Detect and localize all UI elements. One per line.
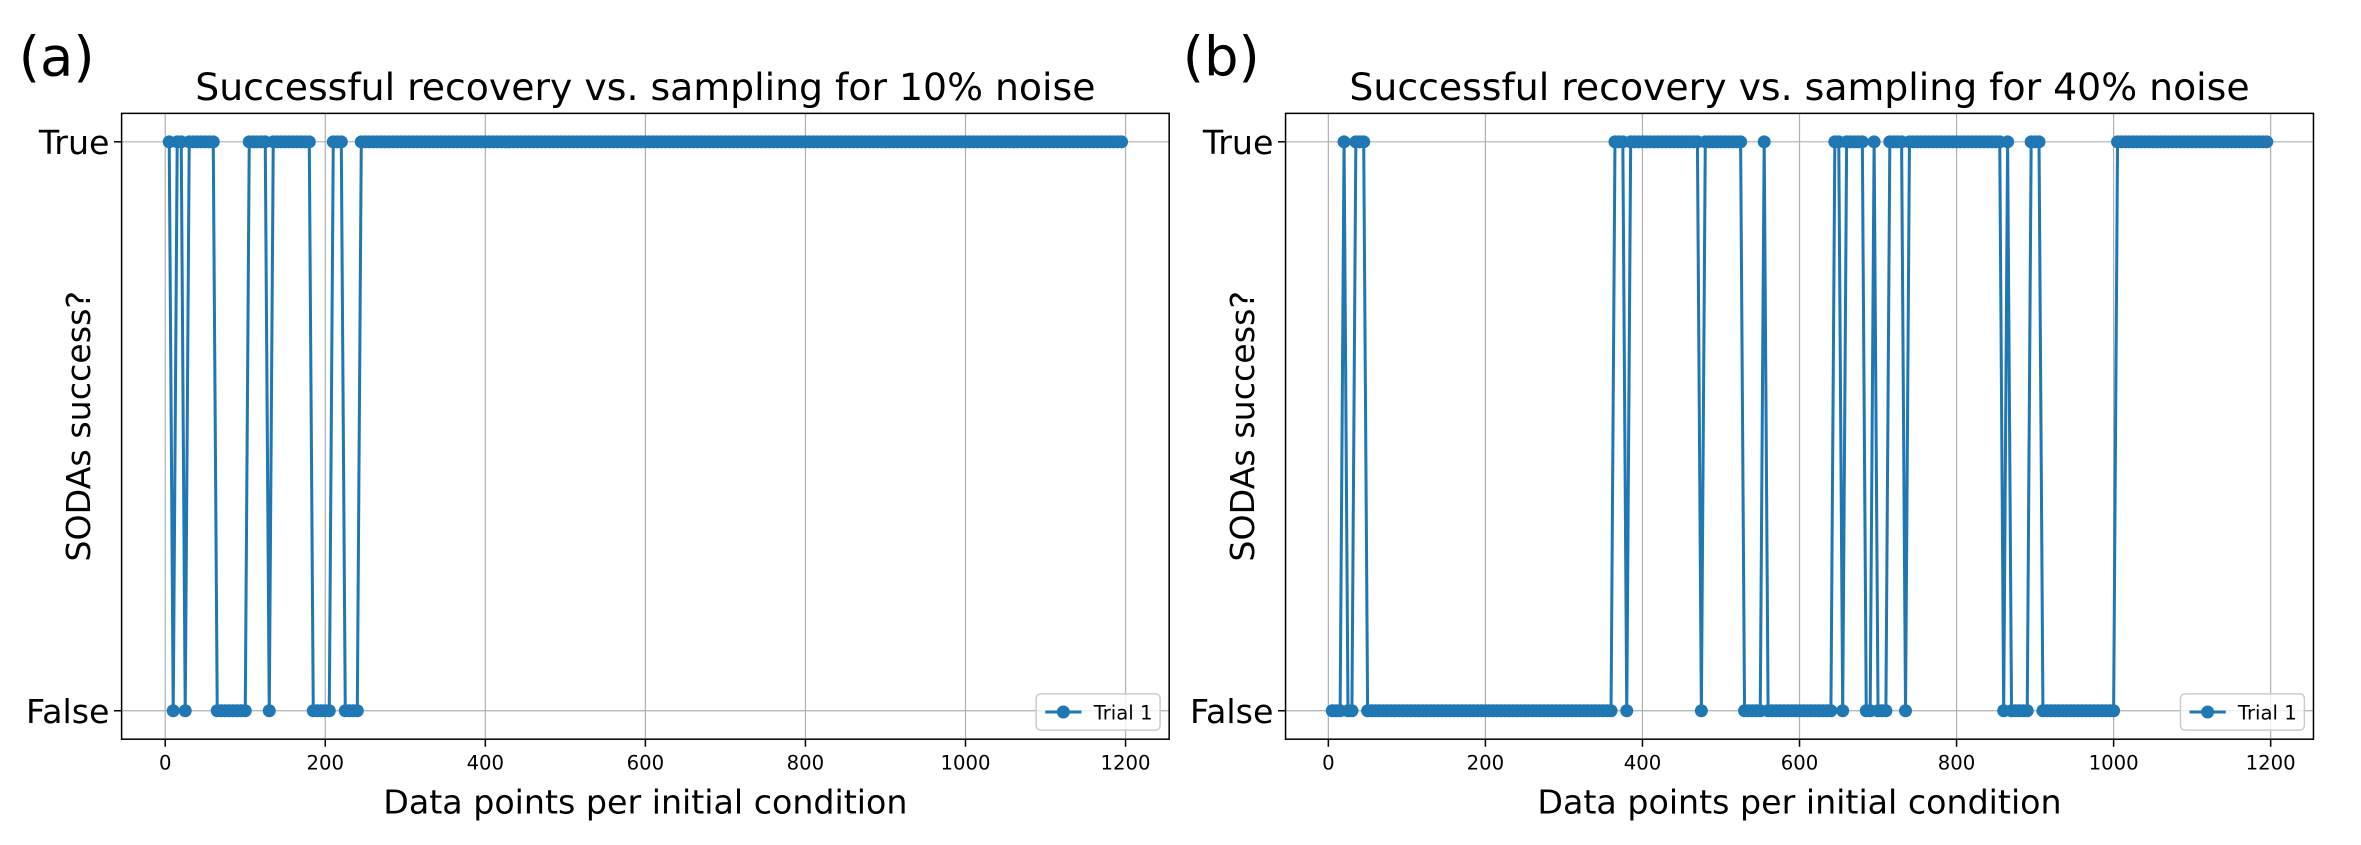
series-marker <box>262 704 276 718</box>
y-axis-label: SODAs success? <box>59 291 98 562</box>
x-tick-label: 200 <box>307 751 345 774</box>
series-marker <box>2001 135 2015 149</box>
legend-marker <box>1056 705 1070 719</box>
series-marker <box>1899 704 1913 718</box>
y-tick-label: True <box>38 123 110 162</box>
x-tick-label: 600 <box>627 751 665 774</box>
x-tick-label: 1000 <box>941 751 991 774</box>
series-marker <box>178 704 192 718</box>
series-marker <box>1357 135 1371 149</box>
x-tick-label: 600 <box>1781 751 1819 774</box>
series-marker <box>2020 704 2034 718</box>
x-axis-label: Data points per initial condition <box>1537 782 2061 821</box>
series-marker <box>1694 704 1708 718</box>
y-tick-label: True <box>1202 123 1274 162</box>
x-tick-label: 800 <box>1938 751 1976 774</box>
plot-frame <box>120 112 1170 740</box>
series-marker <box>334 135 348 149</box>
series-marker <box>2032 135 2046 149</box>
x-tick-label: 1200 <box>1101 751 1151 774</box>
x-tick-label: 200 <box>1467 751 1505 774</box>
x-tick-label: 400 <box>467 751 505 774</box>
series-marker <box>350 704 364 718</box>
series-marker <box>322 704 336 718</box>
y-tick-label: False <box>26 692 109 731</box>
series-marker <box>1345 704 1359 718</box>
series-marker <box>238 704 252 718</box>
series-marker <box>206 135 220 149</box>
series-marker <box>1115 135 1129 149</box>
chart-title: Successful recovery vs. sampling for 10%… <box>195 65 1095 109</box>
x-tick-label: 0 <box>159 751 172 774</box>
series-marker <box>166 704 180 718</box>
y-tick-label: False <box>1190 692 1273 731</box>
series-marker <box>1620 704 1634 718</box>
x-tick-label: 1200 <box>2246 751 2296 774</box>
series-marker <box>1879 704 1893 718</box>
x-tick-label: 800 <box>787 751 824 774</box>
x-tick-label: 0 <box>1322 751 1335 774</box>
series-marker <box>1337 135 1351 149</box>
series-marker <box>1855 135 1869 149</box>
legend-marker <box>2201 705 2215 719</box>
series-marker <box>1757 135 1771 149</box>
plot-frame <box>1284 112 2315 740</box>
legend-label: Trial 1 <box>1093 702 1153 725</box>
chart-title: Successful recovery vs. sampling for 40%… <box>1349 65 2249 109</box>
series-marker <box>2107 704 2121 718</box>
y-axis-label: SODAs success? <box>1223 291 1262 562</box>
legend-label: Trial 1 <box>2237 702 2297 725</box>
series-marker <box>1867 135 1881 149</box>
series-marker <box>1604 704 1618 718</box>
series-marker <box>1836 704 1850 718</box>
legend-box <box>2179 693 2306 731</box>
panel-label: (a) <box>19 25 95 89</box>
series-marker <box>2260 135 2274 149</box>
panel-label: (b) <box>1183 25 1260 89</box>
x-tick-label: 1000 <box>2089 751 2139 774</box>
series-marker <box>1734 135 1748 149</box>
x-axis-label: Data points per initial condition <box>383 782 907 821</box>
x-tick-label: 400 <box>1624 751 1662 774</box>
series-marker <box>1824 704 1838 718</box>
legend-box <box>1035 693 1161 731</box>
series-marker <box>302 135 316 149</box>
